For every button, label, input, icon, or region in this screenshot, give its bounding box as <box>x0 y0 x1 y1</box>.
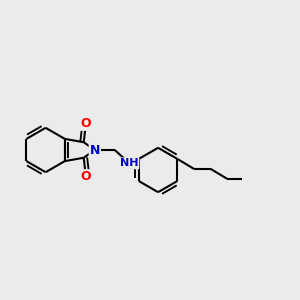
Text: N: N <box>90 143 100 157</box>
Text: O: O <box>81 170 91 183</box>
Text: NH: NH <box>120 158 139 168</box>
Text: O: O <box>81 117 91 130</box>
